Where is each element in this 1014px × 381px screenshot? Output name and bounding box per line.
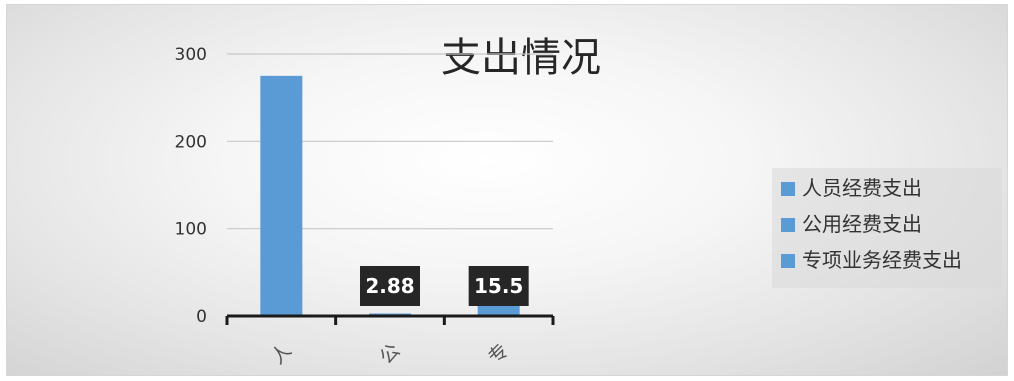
data-label-2: 15.5 [474, 274, 523, 298]
x-category-label-1: 公 [375, 339, 404, 368]
legend-label-1: 公用经费支出 [802, 212, 922, 236]
legend-label-0: 人员经费支出 [802, 176, 922, 200]
x-category-label-0: 人 [267, 339, 296, 368]
legend-box [772, 168, 1002, 288]
bar-chart: 支出情况 0 100 200 300 人 公 专 2.88 15.5 人员经费支出公用经费支… [175, 35, 1002, 369]
data-label-box-1 [360, 266, 420, 306]
legend-swatch-0 [781, 182, 795, 196]
data-label-box-2 [468, 266, 529, 306]
x-category-label-2: 专 [484, 339, 513, 368]
data-label-1: 2.88 [365, 274, 414, 298]
axes: 人公专 [225, 314, 555, 369]
y-tick-label-2: 200 [175, 132, 207, 152]
chart-area: 支出情况 0 100 200 300 人 公 专 2.88 15.5 人员经费支出 公用经费支… [6, 4, 1008, 376]
bar-0 [260, 75, 303, 316]
legend-swatch-2 [781, 254, 795, 268]
legend-label-2: 专项业务经费支出 [802, 248, 962, 272]
chart-title: 支出情况 [441, 35, 601, 81]
legend-swatch-1 [781, 218, 795, 232]
y-tick-label-0: 0 [196, 307, 207, 327]
y-tick-label-1: 100 [175, 220, 207, 240]
y-tick-label-3: 300 [175, 45, 207, 65]
data-labels: 2.88 15.5 [360, 266, 529, 306]
